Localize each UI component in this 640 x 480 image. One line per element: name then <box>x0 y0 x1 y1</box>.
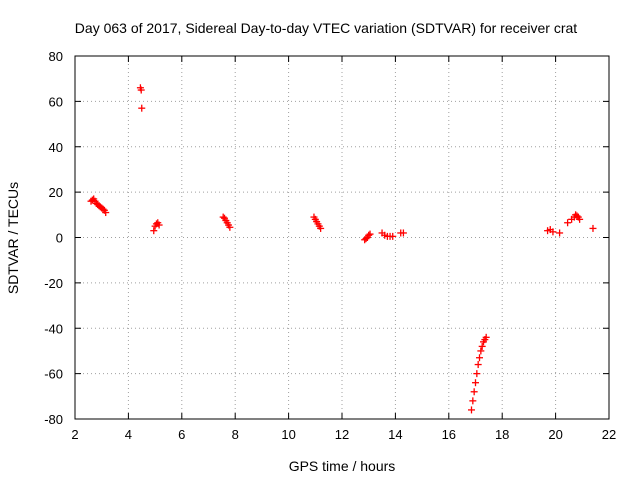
data-point <box>399 229 407 237</box>
x-tick-label: 8 <box>232 427 239 442</box>
y-tick-label: 60 <box>49 94 63 109</box>
data-point <box>469 397 477 405</box>
data-points <box>87 84 597 414</box>
x-tick-label: 6 <box>178 427 185 442</box>
data-point <box>138 104 146 112</box>
data-point <box>155 221 163 229</box>
data-point <box>137 86 145 94</box>
data-point <box>482 333 490 341</box>
y-tick-label: -80 <box>44 412 63 427</box>
x-axis-label: GPS time / hours <box>289 458 396 474</box>
data-point <box>589 224 597 232</box>
y-tick-label: 40 <box>49 140 63 155</box>
data-point <box>564 219 572 227</box>
x-tick-label: 2 <box>71 427 78 442</box>
data-point <box>226 223 234 231</box>
data-point <box>366 230 374 238</box>
data-point <box>317 224 325 232</box>
x-tick-label: 16 <box>442 427 456 442</box>
x-tick-label: 20 <box>548 427 562 442</box>
data-point <box>478 342 486 350</box>
x-tick-label: 12 <box>335 427 349 442</box>
x-tick-label: 18 <box>495 427 509 442</box>
y-tick-label: 20 <box>49 185 63 200</box>
data-point <box>476 354 484 362</box>
data-point <box>102 209 110 217</box>
data-point <box>556 229 564 237</box>
data-point <box>470 388 478 396</box>
data-point <box>389 232 397 240</box>
data-point <box>474 361 482 369</box>
axis-ticks: 2 4 6 8 10 12 14 16 18 20 22 -80 -60 -40 -20 0 20 40 60 80 <box>44 49 616 442</box>
data-point <box>365 231 373 239</box>
x-tick-label: 14 <box>388 427 402 442</box>
data-point <box>473 370 481 378</box>
x-tick-label: 22 <box>602 427 616 442</box>
y-tick-label: 0 <box>56 231 63 246</box>
x-tick-label: 4 <box>125 427 132 442</box>
data-point <box>467 406 475 414</box>
data-point <box>150 227 158 235</box>
data-point <box>477 347 485 355</box>
data-point <box>549 228 557 236</box>
chart-title: Day 063 of 2017, Sidereal Day-to-day VTE… <box>75 20 577 36</box>
x-tick-label: 10 <box>281 427 295 442</box>
grid-lines <box>75 56 609 419</box>
y-tick-label: -20 <box>44 276 63 291</box>
y-tick-label: 80 <box>49 49 63 64</box>
y-tick-label: -60 <box>44 367 63 382</box>
data-point <box>576 215 584 223</box>
y-axis-label: SDTVAR / TECUs <box>5 182 21 294</box>
data-point <box>472 379 479 387</box>
y-tick-label: -40 <box>44 321 63 336</box>
